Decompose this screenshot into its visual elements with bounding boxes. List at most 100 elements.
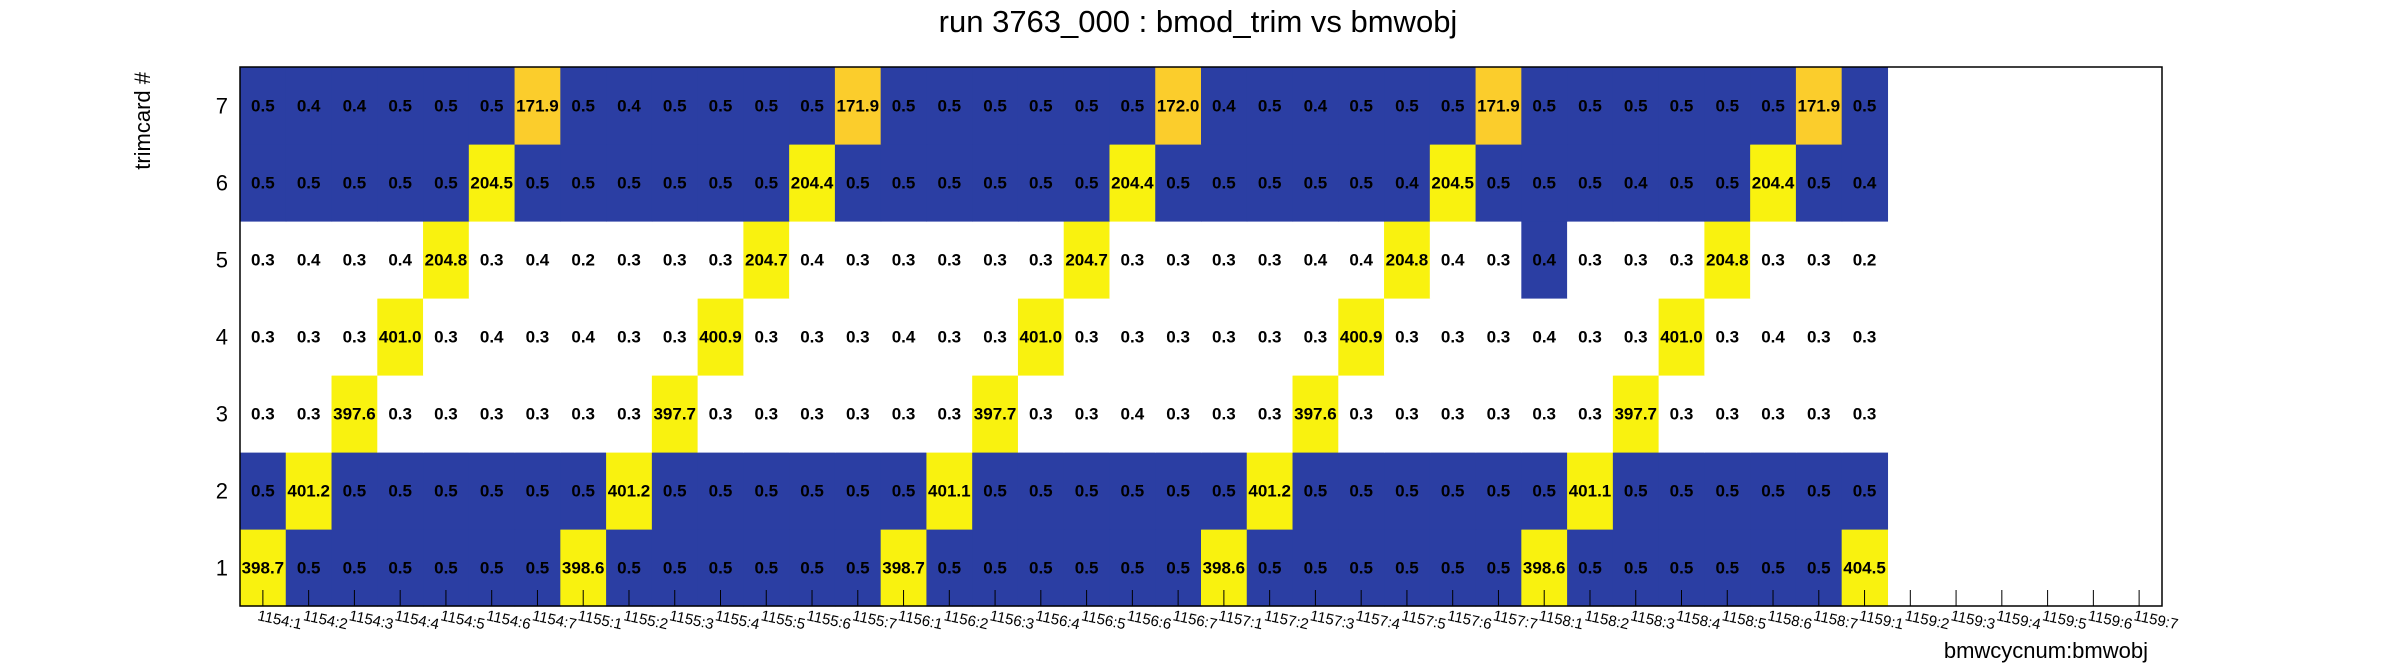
heatmap-cell xyxy=(1612,375,1660,453)
heatmap-cell xyxy=(468,375,516,453)
heatmap-cell xyxy=(1292,144,1339,222)
heatmap-cell xyxy=(789,452,836,530)
heatmap-cell xyxy=(331,221,378,299)
cell-value-label: 0.5 xyxy=(1029,97,1053,116)
cell-value-label: 171.9 xyxy=(837,97,880,116)
heatmap-cell xyxy=(697,144,744,222)
cell-value-label: 400.9 xyxy=(1340,328,1383,347)
x-tick-label: 1155:3 xyxy=(668,607,715,633)
heatmap-cell xyxy=(743,298,790,376)
cell-value-label: 0.3 xyxy=(1212,328,1236,347)
heatmap-cell xyxy=(1017,375,1065,453)
heatmap-cell xyxy=(468,452,516,530)
cell-value-label: 0.4 xyxy=(526,251,550,270)
cell-value-label: 0.3 xyxy=(1853,405,1877,424)
cell-value-label: 204.8 xyxy=(1386,251,1429,270)
heatmap-cell xyxy=(514,67,561,145)
cell-value-label: 0.5 xyxy=(1304,559,1328,578)
heatmap-cell xyxy=(1155,67,1202,145)
cell-value-label: 0.5 xyxy=(937,559,961,578)
cell-value-label: 204.5 xyxy=(470,174,513,193)
heatmap-cell xyxy=(1246,452,1294,530)
cell-value-label: 0.5 xyxy=(388,482,412,501)
cell-value-label: 0.3 xyxy=(1624,251,1648,270)
heatmap-cell xyxy=(834,67,882,145)
cell-value-label: 401.1 xyxy=(928,482,971,501)
cell-value-label: 0.5 xyxy=(388,174,412,193)
heatmap-cell xyxy=(1567,452,1614,530)
cell-value-label: 0.3 xyxy=(1670,405,1694,424)
heatmap-cell xyxy=(1155,375,1202,453)
cell-value-label: 0.5 xyxy=(800,97,824,116)
cell-value-label: 397.7 xyxy=(974,405,1017,424)
cell-value-label: 0.3 xyxy=(1258,405,1282,424)
cell-value-label: 0.5 xyxy=(617,559,641,578)
cell-value-label: 204.8 xyxy=(425,251,468,270)
cell-value-label: 0.5 xyxy=(251,482,275,501)
cell-value-label: 0.3 xyxy=(1487,251,1511,270)
cell-value-label: 0.5 xyxy=(1441,482,1465,501)
cell-value-label: 0.5 xyxy=(1258,559,1282,578)
cell-value-label: 0.3 xyxy=(1441,328,1465,347)
heatmap-cell xyxy=(1063,375,1111,453)
cell-value-label: 0.5 xyxy=(1670,97,1694,116)
cell-value-label: 0.4 xyxy=(297,97,321,116)
heatmap-cell xyxy=(1795,375,1843,453)
x-tick-label: 1156:7 xyxy=(1171,607,1218,633)
cell-value-label: 0.3 xyxy=(617,405,641,424)
heatmap-cell xyxy=(834,221,882,299)
cell-value-label: 0.5 xyxy=(388,97,412,116)
heatmap-cell xyxy=(651,298,699,376)
heatmap-cell xyxy=(240,375,287,453)
cell-value-label: 398.6 xyxy=(1203,559,1246,578)
cell-value-label: 0.2 xyxy=(571,251,595,270)
heatmap-cell xyxy=(331,67,378,145)
heatmap-cell xyxy=(377,298,424,376)
cell-value-label: 0.5 xyxy=(1441,559,1465,578)
x-tick-label: 1154:6 xyxy=(485,607,532,633)
heatmap-cell xyxy=(1658,298,1705,376)
cell-value-label: 0.5 xyxy=(1304,482,1328,501)
heatmap-cell xyxy=(1384,375,1431,453)
cell-value-label: 0.4 xyxy=(297,251,321,270)
heatmap-cell xyxy=(285,221,333,299)
heatmap-cell xyxy=(880,375,928,453)
cell-value-label: 0.3 xyxy=(937,405,961,424)
cell-value-label: 0.5 xyxy=(571,174,595,193)
heatmap-cell xyxy=(240,144,287,222)
y-tick-label: 5 xyxy=(216,248,228,273)
heatmap-cell xyxy=(697,375,744,453)
heatmap-cell xyxy=(697,67,744,145)
x-tick-labels: 1154:11154:21154:31154:41154:51154:61154… xyxy=(256,607,2180,633)
x-axis-title: bmwcycnum:bmwobj xyxy=(1944,638,2148,663)
heatmap-cell xyxy=(468,298,516,376)
cell-value-label: 0.5 xyxy=(1121,482,1145,501)
x-tick-label: 1159:1 xyxy=(1858,607,1905,633)
heatmap-cell xyxy=(1017,452,1065,530)
heatmap-cell xyxy=(743,144,790,222)
cell-value-label: 172.0 xyxy=(1157,97,1200,116)
cell-value-label: 0.5 xyxy=(1395,559,1419,578)
heatmap-cell xyxy=(1521,67,1568,145)
cell-value-label: 0.3 xyxy=(754,328,778,347)
cell-value-label: 0.5 xyxy=(297,174,321,193)
x-tick-label: 1157:7 xyxy=(1492,607,1539,633)
heatmap-cell xyxy=(1338,67,1385,145)
heatmap-cell xyxy=(1292,375,1339,453)
cell-value-label: 0.5 xyxy=(1304,174,1328,193)
heatmap-cell xyxy=(285,144,333,222)
cell-value-label: 0.4 xyxy=(1532,328,1556,347)
cell-value-label: 0.3 xyxy=(1166,251,1190,270)
heatmap-cell xyxy=(1246,67,1294,145)
heatmap-cell xyxy=(423,298,470,376)
cell-value-label: 397.6 xyxy=(1294,405,1337,424)
heatmap-cell xyxy=(789,67,836,145)
heatmap-cell xyxy=(1795,144,1843,222)
cell-value-label: 0.5 xyxy=(663,97,687,116)
cell-value-label: 0.5 xyxy=(251,174,275,193)
heatmap-cell xyxy=(1246,298,1294,376)
cell-value-label: 397.6 xyxy=(333,405,376,424)
cell-value-label: 401.1 xyxy=(1569,482,1612,501)
cell-value-label: 0.3 xyxy=(526,405,550,424)
